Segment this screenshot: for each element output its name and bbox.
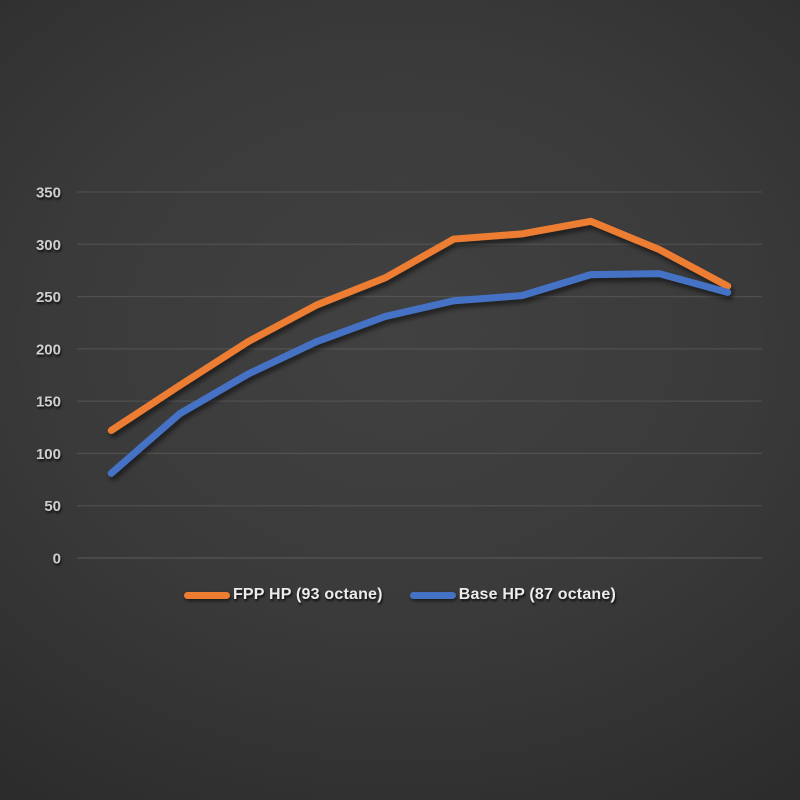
legend-item-base-hp: Base HP (87 octane)	[409, 586, 617, 604]
legend-item-fpp-hp: FPP HP (93 octane)	[183, 586, 383, 604]
series-lines	[107, 217, 732, 477]
legend-label-base-hp: Base HP (87 octane)	[458, 586, 617, 603]
y-tick-label: 0	[53, 551, 61, 568]
legend: FPP HP (93 octane) Base HP (87 octane)	[0, 586, 800, 604]
gridlines	[77, 191, 762, 559]
y-tick-label: 350	[36, 185, 61, 202]
y-tick-label: 150	[36, 394, 61, 411]
y-tick-label: 50	[44, 498, 61, 515]
y-axis-tick-labels: 0 50 100 150 200 250 300 350	[36, 185, 61, 568]
legend-swatch-fpp-hp-icon	[183, 591, 230, 599]
y-tick-label: 300	[36, 237, 61, 254]
y-tick-label: 100	[36, 446, 61, 463]
series-line-fpp-hp-93-octane-	[107, 217, 732, 434]
y-tick-label: 200	[36, 341, 61, 358]
legend-swatch-base-hp-icon	[409, 591, 456, 599]
series-line-base-hp-87-octane-	[107, 270, 732, 477]
legend-label-fpp-hp: FPP HP (93 octane)	[232, 586, 383, 603]
y-tick-label: 250	[36, 289, 61, 306]
